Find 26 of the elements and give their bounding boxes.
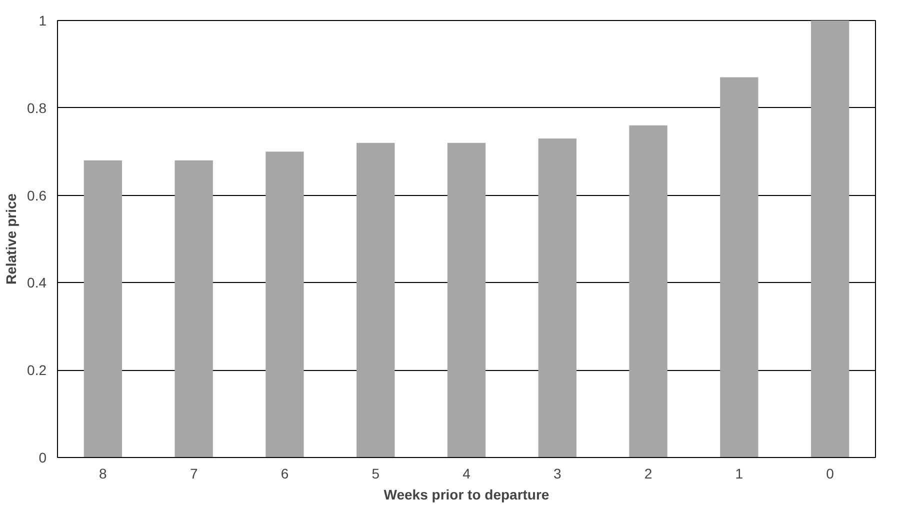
y-tick-label: 0.4 — [27, 274, 47, 291]
bar — [266, 152, 304, 458]
bar — [174, 160, 213, 458]
y-tick-label: 1 — [38, 12, 47, 28]
bar — [447, 142, 486, 458]
x-tick-label: 0 — [826, 466, 834, 482]
x-tick-label: 2 — [644, 466, 652, 482]
x-tick-label: 1 — [735, 466, 744, 482]
bar — [84, 160, 122, 458]
y-tick-label: 0.6 — [27, 187, 47, 204]
bar — [629, 125, 668, 458]
y-tick-label: 0.2 — [27, 362, 47, 378]
x-tick-label: 5 — [372, 466, 380, 482]
bar — [720, 77, 758, 458]
bar — [356, 142, 395, 458]
x-tick-label: 6 — [280, 466, 289, 482]
y-tick-label: 0 — [38, 450, 47, 466]
x-tick-label: 3 — [553, 466, 562, 482]
y-tick-label: 0.8 — [27, 100, 47, 116]
x-tick-label: 7 — [190, 466, 198, 482]
x-tick-label: 8 — [99, 466, 108, 482]
x-tick-label: 4 — [462, 466, 471, 482]
y-axis-title: Relative price — [3, 193, 20, 285]
x-axis-title: Weeks prior to departure — [384, 486, 550, 502]
bar — [810, 20, 850, 458]
bar — [538, 138, 576, 458]
